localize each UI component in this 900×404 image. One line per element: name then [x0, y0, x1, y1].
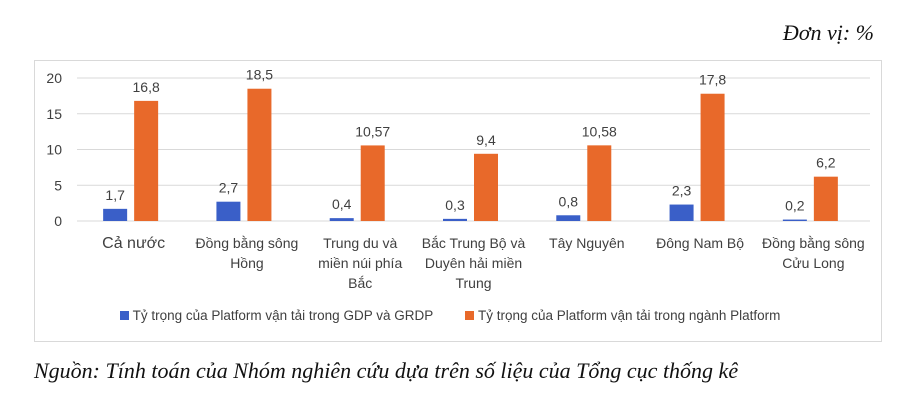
- x-tick-label: Cả nước: [102, 235, 165, 252]
- chart-frame: [34, 60, 882, 342]
- y-tick-label: 0: [54, 213, 62, 229]
- bar-gdp: [216, 201, 241, 221]
- data-label: 10,57: [355, 123, 390, 139]
- legend-item-gdp: Tỷ trọng của Platform vận tải trong GDP …: [119, 308, 434, 323]
- legend-swatch-orange: [464, 311, 474, 320]
- x-tick-label: Bắc: [348, 275, 372, 291]
- data-label: 0,2: [785, 198, 805, 214]
- data-label: 6,2: [816, 155, 836, 171]
- legend-swatch-blue: [119, 311, 129, 320]
- x-tick-label: Hồng: [230, 255, 263, 271]
- data-label: 17,8: [699, 72, 726, 88]
- data-label: 10,58: [582, 123, 617, 139]
- x-tick-label: Đông Nam Bộ: [656, 235, 744, 251]
- y-tick-label: 20: [46, 70, 62, 86]
- data-label: 18,5: [246, 67, 273, 83]
- bar-platform: [813, 176, 838, 221]
- y-tick-label: 5: [54, 177, 62, 193]
- bar-gdp: [669, 204, 694, 221]
- unit-label: Đơn vị: %: [782, 20, 874, 45]
- bar-platform: [587, 145, 612, 221]
- bar-platform: [247, 88, 272, 221]
- bar-gdp: [103, 208, 128, 221]
- x-tick-label: miền núi phía: [318, 255, 402, 271]
- data-label: 1,7: [105, 187, 125, 203]
- legend-label: Tỷ trọng của Platform vận tải trong ngàn…: [477, 308, 781, 323]
- bar-gdp: [329, 218, 354, 221]
- data-label: 16,8: [133, 79, 160, 95]
- data-label: 2,3: [672, 183, 692, 199]
- source-note: Nguồn: Tính toán của Nhóm nghiên cứu dựa…: [34, 358, 739, 383]
- bar-platform: [360, 145, 385, 221]
- data-label: 2,7: [219, 180, 239, 196]
- x-tick-label: Cửu Long: [782, 255, 844, 271]
- x-tick-label: Duyên hải miền: [425, 255, 522, 271]
- bar-gdp: [782, 219, 807, 221]
- bar-gdp: [443, 218, 467, 221]
- x-tick-label: Bắc Trung Bộ và: [422, 235, 526, 251]
- bar-platform: [474, 153, 498, 221]
- x-tick-label: Trung: [455, 275, 491, 291]
- data-label: 9,4: [476, 132, 496, 148]
- legend: Tỷ trọng của Platform vận tải trong GDP …: [0, 308, 900, 323]
- legend-item-platform: Tỷ trọng của Platform vận tải trong ngàn…: [464, 308, 781, 323]
- data-label: 0,8: [559, 193, 579, 209]
- bar-gdp: [556, 215, 581, 221]
- y-tick-label: 15: [46, 106, 62, 122]
- data-label: 0,4: [332, 196, 352, 212]
- y-tick-label: 10: [46, 142, 62, 158]
- x-tick-label: Trung du và: [323, 235, 397, 251]
- bar-platform: [700, 93, 725, 221]
- data-label: 0,3: [445, 197, 465, 213]
- legend-label: Tỷ trọng của Platform vận tải trong GDP …: [132, 308, 434, 323]
- x-tick-label: Đồng bằng sông: [196, 235, 299, 251]
- bar-platform: [134, 100, 159, 221]
- x-tick-label: Đồng bằng sông: [762, 235, 865, 251]
- x-tick-label: Tây Nguyên: [549, 235, 624, 251]
